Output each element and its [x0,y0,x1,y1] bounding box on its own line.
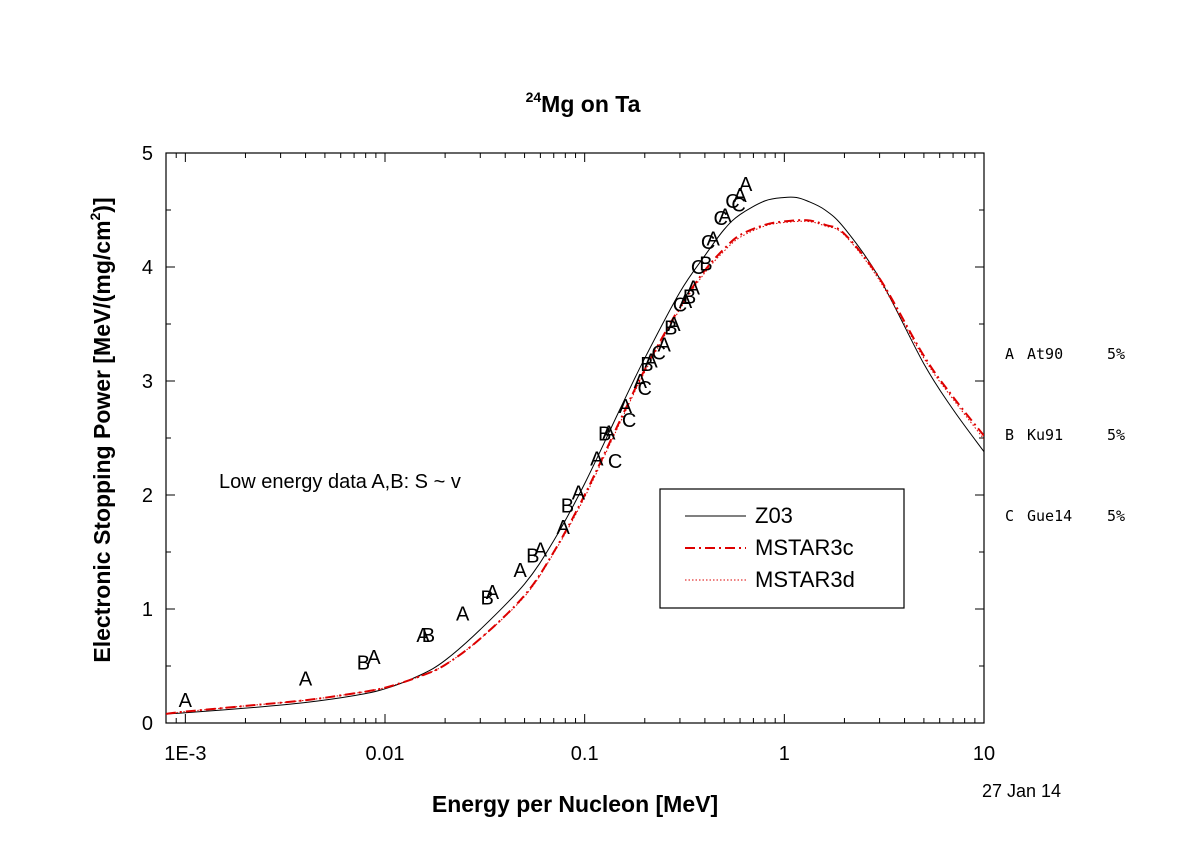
data-point-a: A [619,396,633,418]
chart-title-superscript: 24 [526,89,542,105]
legend-label-mstar3d: MSTAR3d [755,567,855,592]
data-point-b: B [683,287,696,309]
data-point-a: A [602,422,616,444]
data-point-a: A [718,206,732,228]
data-source-legend: A At90 5% B Ku91 5% C Gue14 5% [1005,287,1125,557]
data-point-b: B [699,254,712,276]
series-line-z03 [166,196,984,715]
data-point-c: C [731,194,745,216]
plot-frame [165,152,985,724]
data-point-b: B [357,653,370,675]
data-points-layer: AABAABABAABAABAABACACACBACABACABACBCACAC… [179,174,753,712]
data-point-b: B [664,317,677,339]
data-point-a: A [657,335,671,357]
data-source-b: B Ku91 5% [1005,422,1125,449]
y-axis-label-suffix: )] [89,197,115,212]
data-point-a: A [572,483,586,505]
x-axis-label: Energy per Nucleon [MeV] [432,791,718,817]
data-source-c: C Gue14 5% [1005,503,1125,530]
data-point-b: B [422,625,435,647]
series-layer [166,196,984,715]
data-point-c: C [725,191,739,213]
data-point-c: C [713,208,727,230]
data-point-b: B [640,354,653,376]
data-point-a: A [733,185,747,207]
data-source-name: Gue14 [1027,507,1073,525]
data-source-error: 5% [1107,426,1126,444]
data-point-a: A [179,690,193,712]
data-source-code: A [1005,345,1015,363]
data-point-c: C [622,410,636,432]
data-point-c: C [652,343,666,365]
data-source-error: 5% [1107,345,1126,363]
data-point-a: A [367,647,381,669]
legend-label-mstar3c: MSTAR3c [755,535,854,560]
data-point-a: A [590,449,604,471]
legend: Z03 MSTAR3c MSTAR3d [659,488,905,609]
chart-title-text: Mg on Ta [541,91,640,117]
data-point-a: A [634,371,648,393]
data-point-c: C [691,257,705,279]
series-line-mstar3c [166,219,984,715]
y-axis-label-main: Electronic Stopping Power [MeV/(mg/cm [89,220,115,662]
data-point-a: A [667,314,681,336]
data-source-code: C [1005,507,1015,525]
data-source-error: 5% [1107,507,1126,525]
data-point-c: C [608,451,622,473]
data-point-a: A [644,350,658,372]
data-point-a: A [456,604,470,626]
data-point-a: A [416,625,430,647]
y-tick-label: 1 [142,599,153,621]
data-source-name: At90 [1027,345,1064,363]
data-source-code: B [1005,426,1015,444]
data-point-a: A [513,560,527,582]
data-point-c: C [673,295,687,317]
low-energy-annotation: Low energy data A,B: S ~ v [219,471,461,493]
date-label: 27 Jan 14 [982,781,1061,801]
data-point-c: C [638,378,652,400]
data-point-a: A [706,229,720,251]
data-point-a: A [486,582,500,604]
x-tick-label: 10 [973,743,995,765]
legend-label-z03: Z03 [755,503,793,528]
data-point-b: B [598,423,611,445]
data-point-a: A [679,291,693,313]
data-point-b: B [481,588,494,610]
data-point-a: A [299,669,313,691]
data-point-b: B [561,495,574,517]
y-tick-label: 2 [142,485,153,507]
y-axis-label: Electronic Stopping Power [MeV/(mg/cm2)] [87,197,115,662]
x-tick-label: 0.01 [366,743,405,765]
data-source-name: Ku91 [1027,426,1064,444]
y-axis-label-superscript: 2 [87,212,103,220]
y-tick-label: 4 [142,257,153,279]
y-axis: 0 1 2 3 4 5 [142,143,984,735]
data-point-c: C [701,232,715,254]
x-axis: 1E-3 0.01 0.1 1 10 [164,153,995,765]
chart-title: 24Mg on Ta [526,89,641,117]
x-tick-label: 1E-3 [164,743,206,765]
y-tick-label: 3 [142,371,153,393]
data-source-a: A At90 5% [1005,341,1125,368]
y-tick-label: 0 [142,713,153,735]
data-point-b: B [526,545,539,567]
x-tick-label: 0.1 [571,743,599,765]
data-point-a: A [556,517,570,539]
series-line-mstar3d [166,220,984,715]
y-tick-label: 5 [142,143,153,165]
x-tick-label: 1 [779,743,790,765]
data-point-a: A [739,174,753,196]
data-point-a: A [687,278,701,300]
data-point-a: A [534,540,548,562]
